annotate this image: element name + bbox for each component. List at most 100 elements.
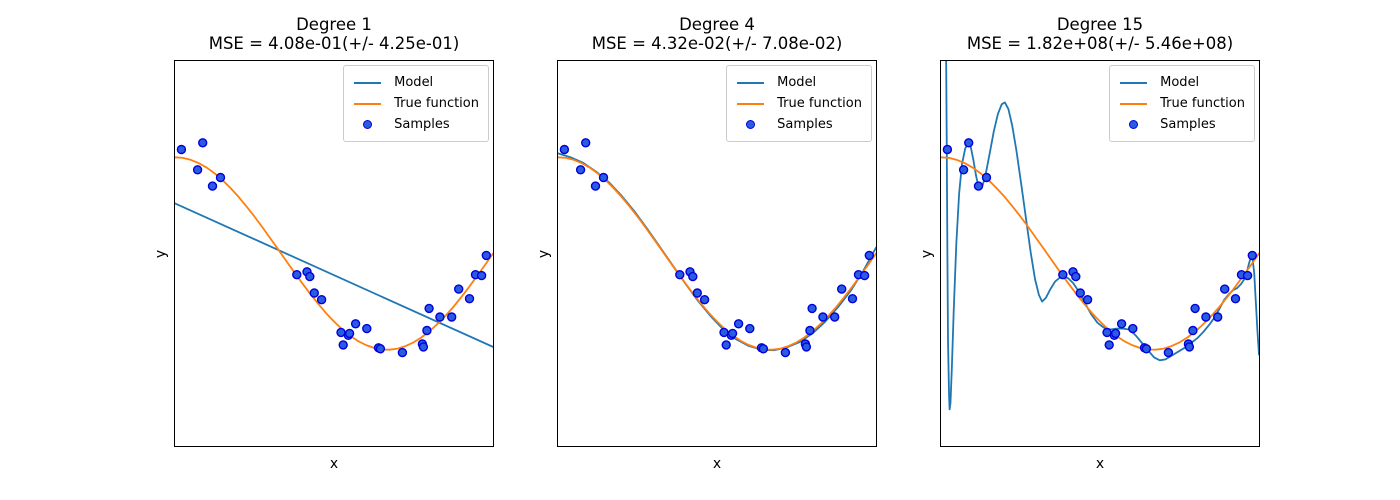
true-function-line <box>175 156 493 351</box>
legend-label: Samples <box>777 117 833 132</box>
sample-point <box>780 347 791 358</box>
sample-point <box>859 270 870 281</box>
sample-point <box>309 288 320 298</box>
sample-point <box>344 328 355 339</box>
sample-point <box>418 342 429 352</box>
plot-area <box>175 138 493 358</box>
sample-point <box>350 319 361 329</box>
sample-point <box>958 165 969 175</box>
samples-marker-swatch <box>363 120 373 129</box>
sample-point <box>981 172 992 183</box>
subplot-title-degree: Degree 4 <box>679 15 755 34</box>
true-function-line <box>558 156 876 351</box>
sample-point <box>1220 284 1230 294</box>
x-axis-label: x <box>329 456 339 472</box>
subplot-degree-4: Degree 4 MSE = 4.32e-02(+/- 7.08e-02) y … <box>536 15 877 472</box>
legend-item-samples: Samples <box>1120 114 1245 135</box>
sample-point <box>1188 325 1198 336</box>
sample-point <box>362 323 372 334</box>
sample-point <box>864 250 874 261</box>
sample-point <box>481 250 491 261</box>
sample-point <box>1071 271 1081 282</box>
subplot-title-degree: Degree 1 <box>296 15 372 34</box>
sample-point <box>1242 270 1253 281</box>
x-axis-label: x <box>1095 456 1105 472</box>
sample-point <box>176 144 187 155</box>
legend-label: Model <box>777 75 817 90</box>
legend: Model True function Samples <box>343 65 489 142</box>
sample-point <box>807 303 817 314</box>
sample-point <box>575 165 586 175</box>
subplot-title-mse: MSE = 1.82e+08(+/- 5.46e+08) <box>966 34 1234 53</box>
sample-point <box>964 138 974 148</box>
legend-label: Model <box>394 75 434 90</box>
legend-label: True function <box>394 96 479 111</box>
sample-point <box>1075 288 1086 298</box>
sample-point <box>559 144 570 155</box>
model-line-swatch <box>737 81 765 84</box>
sample-point <box>973 181 984 191</box>
sample-point <box>733 319 744 329</box>
legend-item-true-function: True function <box>354 93 479 114</box>
sample-point <box>1082 294 1093 305</box>
sample-point <box>447 312 457 322</box>
legend-label: Samples <box>394 117 450 132</box>
sample-point <box>1104 340 1114 350</box>
sample-point <box>215 172 226 183</box>
sample-point <box>699 294 710 305</box>
sample-point <box>590 181 601 191</box>
model-line <box>175 202 493 348</box>
sample-point <box>1163 347 1174 358</box>
sample-point <box>758 344 769 354</box>
sample-point <box>830 312 840 322</box>
model-line-swatch <box>1120 81 1148 84</box>
sample-point <box>598 172 609 183</box>
sample-point <box>1213 312 1223 322</box>
sample-point <box>198 138 208 148</box>
subplot-title: Degree 4 MSE = 4.32e-02(+/- 7.08e-02) <box>592 15 843 53</box>
sample-point <box>692 288 703 298</box>
sample-point <box>454 284 464 294</box>
sample-point <box>338 340 348 350</box>
legend-item-true-function: True function <box>737 93 862 114</box>
sample-point <box>397 347 408 358</box>
sample-point <box>207 181 218 191</box>
legend-label: Samples <box>1160 117 1216 132</box>
sample-point <box>721 340 731 350</box>
sample-point <box>435 312 445 322</box>
legend-label: True function <box>1160 96 1245 111</box>
legend-item-samples: Samples <box>737 114 862 135</box>
model-line-swatch <box>354 81 382 84</box>
sample-point <box>1190 303 1200 314</box>
subplot-title: Degree 1 MSE = 4.08e-01(+/- 4.25e-01) <box>209 15 460 53</box>
sample-point <box>1110 328 1121 339</box>
legend-item-model: Model <box>737 72 862 93</box>
sample-point <box>476 270 487 281</box>
plot-area <box>558 138 876 358</box>
subplot-degree-15: Degree 15 MSE = 1.82e+08(+/- 5.46e+08) y… <box>919 15 1260 472</box>
sample-point <box>675 269 685 280</box>
sample-point <box>801 342 812 352</box>
true-function-line-swatch <box>1120 102 1148 105</box>
legend-label: Model <box>1160 75 1200 90</box>
sample-point <box>1128 323 1138 334</box>
sample-point <box>1201 312 1211 322</box>
sample-point <box>837 284 847 294</box>
sample-point <box>581 138 591 148</box>
y-axis-label: y <box>536 249 552 258</box>
sample-point <box>847 293 858 304</box>
sample-point <box>464 293 475 304</box>
sample-point <box>1247 250 1257 261</box>
legend: Model True function Samples <box>1109 65 1255 142</box>
sample-point <box>942 144 953 155</box>
sample-point <box>424 303 434 314</box>
legend-item-model: Model <box>354 72 479 93</box>
subplot-title: Degree 15 MSE = 1.82e+08(+/- 5.46e+08) <box>967 15 1233 53</box>
legend-item-model: Model <box>1120 72 1245 93</box>
samples-marker-swatch <box>746 120 756 129</box>
sample-point <box>818 312 828 322</box>
sample-point <box>375 344 386 354</box>
y-axis-label: y <box>153 249 169 258</box>
sample-point <box>192 165 203 175</box>
sample-point <box>727 328 738 339</box>
